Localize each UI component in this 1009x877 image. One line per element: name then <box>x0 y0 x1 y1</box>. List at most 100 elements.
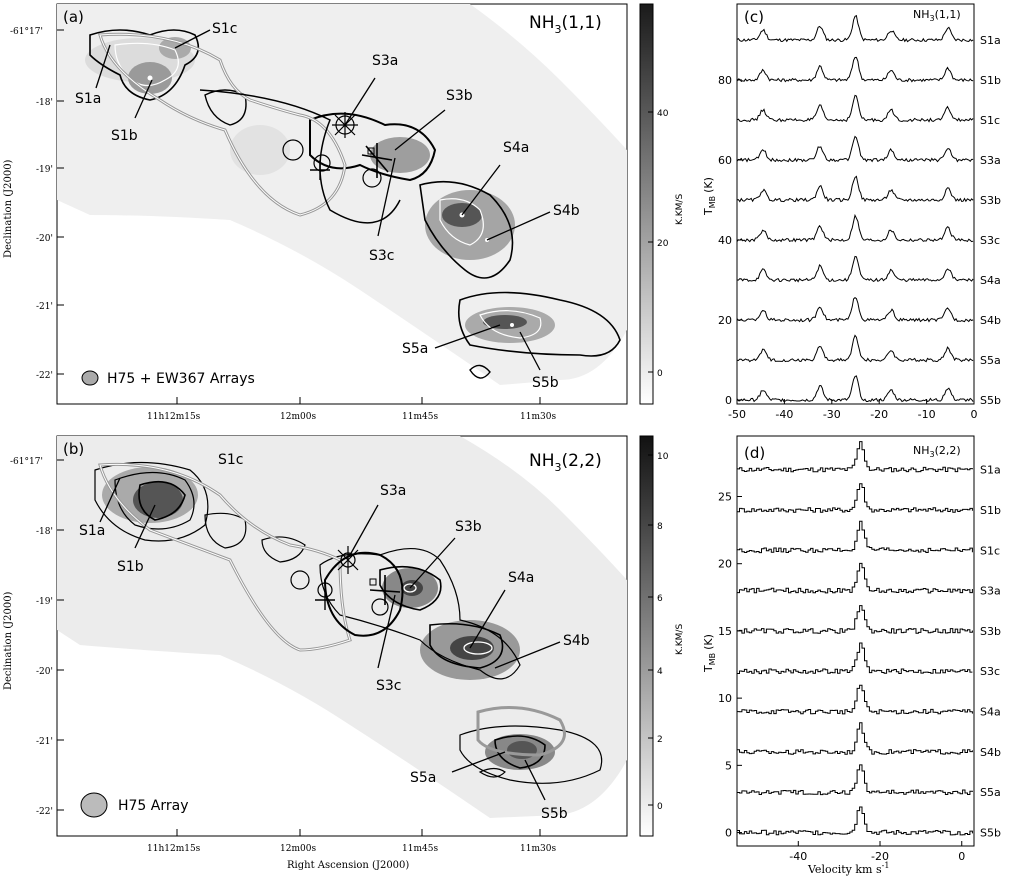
x-tick-label: 0 <box>958 850 965 863</box>
map-b-label-s4a: S4a <box>508 570 534 586</box>
spectra-d-ylabel: TMB(K) <box>702 634 717 673</box>
series-label-S3a: S3a <box>980 154 1001 167</box>
x-tick-label: 0 <box>971 408 978 421</box>
series-label-S1b: S1b <box>980 74 1001 87</box>
svg-text:12m00s: 12m00s <box>280 412 316 422</box>
x-tick-label: -20 <box>871 850 889 863</box>
x-tick-label: -10 <box>918 408 936 421</box>
map-a-beam <box>81 370 99 386</box>
map-b-label-s1c: S1c <box>218 452 244 468</box>
spectrum-S3b <box>736 175 974 203</box>
map-b-dec-ticks: -61°17' -18' -19' -20' -21' -22' <box>10 457 53 817</box>
spectrum-S3a <box>737 562 973 594</box>
y-tick-label: 25 <box>718 490 732 503</box>
series-label-S3b: S3b <box>980 625 1001 638</box>
spectrum-S4a <box>736 255 974 283</box>
map-b-colorbar <box>639 435 654 837</box>
spectra-c-panel-label: (c) <box>744 8 764 26</box>
map-a-label-s3b: S3b <box>446 88 473 104</box>
map-b-label-s4b: S4b <box>563 633 590 649</box>
spectra-c-plot: -50 -40 -30 -20 -10 0 0 20 40 60 80 S1a S1b S1c S3a S3b… <box>718 14 1001 421</box>
series-label-S1b: S1b <box>980 504 1001 517</box>
map-b-cbar-tick-4: 4 <box>657 667 663 677</box>
map-a-title: NH3(1,1) <box>529 13 602 36</box>
spectrum-S5b <box>737 806 973 836</box>
y-tick-label: 10 <box>718 692 732 705</box>
svg-text:-18': -18' <box>36 527 53 537</box>
spectrum-S3a <box>736 135 974 163</box>
svg-text:-18': -18' <box>36 98 53 108</box>
spectra-d-plot: -40 -20 0 0 5 10 15 20 25 S1a S1b S1c S3a S3b S3c S4a S4… <box>718 441 1001 863</box>
svg-text:11h12m15s: 11h12m15s <box>147 844 201 854</box>
svg-text:-22': -22' <box>36 371 53 381</box>
map-b-label-s1b: S1b <box>117 559 144 575</box>
svg-text:11h12m15s: 11h12m15s <box>147 412 201 422</box>
map-b-cbar-tick-10: 10 <box>657 452 669 462</box>
spectrum-S1c <box>736 94 974 123</box>
svg-text:-21': -21' <box>36 302 53 312</box>
y-tick-label: 0 <box>725 827 732 840</box>
series-label-S4b: S4b <box>980 314 1001 327</box>
map-a-label-s4a: S4a <box>503 140 529 156</box>
svg-text:-20': -20' <box>36 234 53 244</box>
map-a-beam-label: H75 + EW367 Arrays <box>107 371 255 387</box>
map-a-label-s1a: S1a <box>75 91 101 107</box>
map-b-beam <box>80 792 108 818</box>
y-tick-label: 60 <box>718 154 732 167</box>
series-label-S5a: S5a <box>980 786 1001 799</box>
spectrum-S1b <box>736 56 974 83</box>
svg-text:-19': -19' <box>36 597 53 607</box>
map-a-label-s5a: S5a <box>402 341 428 357</box>
x-tick-label: -30 <box>823 408 841 421</box>
map-a-label-s3a: S3a <box>372 53 398 69</box>
svg-text:-22': -22' <box>36 807 53 817</box>
spectrum-S1c <box>737 520 973 554</box>
map-b-panel-label: (b) <box>63 440 84 458</box>
svg-text:11m30s: 11m30s <box>520 844 556 854</box>
map-b-cbar-tick-6: 6 <box>657 594 663 604</box>
map-b-emission <box>57 436 627 818</box>
map-b-label-s3a: S3a <box>380 483 406 499</box>
map-a-colorbar <box>639 3 654 405</box>
map-b-label-s5a: S5a <box>410 770 436 786</box>
x-tick-label: -40 <box>775 408 793 421</box>
series-label-S4b: S4b <box>980 746 1001 759</box>
y-tick-label: 80 <box>718 74 732 87</box>
y-tick-label: 20 <box>718 314 732 327</box>
map-b-pointers <box>99 477 561 801</box>
map-b: S1a S1b S1c S3a S3b S3c S4a S4b S5a S5b … <box>3 435 685 871</box>
y-tick-label: 40 <box>718 234 732 247</box>
map-b-cbar-tick-8: 8 <box>657 522 663 532</box>
map-b-title: NH3(2,2) <box>529 451 602 474</box>
series-label-S1a: S1a <box>980 34 1001 47</box>
series-label-S4a: S4a <box>980 706 1001 719</box>
spectrum-S3b <box>737 605 973 634</box>
map-b-cbar-tick-0: 0 <box>657 802 663 812</box>
svg-text:12m00s: 12m00s <box>280 844 316 854</box>
svg-text:-61°17': -61°17' <box>10 27 43 37</box>
map-a-cbar-tick-20: 20 <box>657 239 669 249</box>
map-a-dec-ticks: -61°17' -18' -19' -20' -21' -22' <box>10 27 53 381</box>
series-label-S3c: S3c <box>980 234 1000 247</box>
series-label-S1a: S1a <box>980 464 1001 477</box>
map-a-emission <box>57 4 627 385</box>
series-label-S1c: S1c <box>980 114 1000 127</box>
series-label-S3a: S3a <box>980 585 1001 598</box>
series-label-S5b: S5b <box>980 394 1001 407</box>
map-a-label-s5b: S5b <box>532 375 559 391</box>
map-b-colorbar-unit: K.KM/S <box>675 624 685 655</box>
series-label-S4a: S4a <box>980 274 1001 287</box>
series-label-S3c: S3c <box>980 665 1000 678</box>
spectra-c-title: NH3(1,1) <box>913 8 961 23</box>
map-b-beam-label: H75 Array <box>118 798 189 814</box>
series-label-S1c: S1c <box>980 544 1000 557</box>
map-b-label-s3b: S3b <box>455 519 482 535</box>
series-label-S3b: S3b <box>980 194 1001 207</box>
y-tick-label: 20 <box>718 558 732 571</box>
spectra-c-ylabel: TMB(K) <box>702 177 717 216</box>
map-b-label-s5b: S5b <box>541 806 568 822</box>
spectra-d-title: NH3(2,2) <box>913 444 961 459</box>
map-b-ra-ticks: 11h12m15s 12m00s 11m45s 11m30s <box>147 844 556 854</box>
x-tick-label: -50 <box>728 408 746 421</box>
